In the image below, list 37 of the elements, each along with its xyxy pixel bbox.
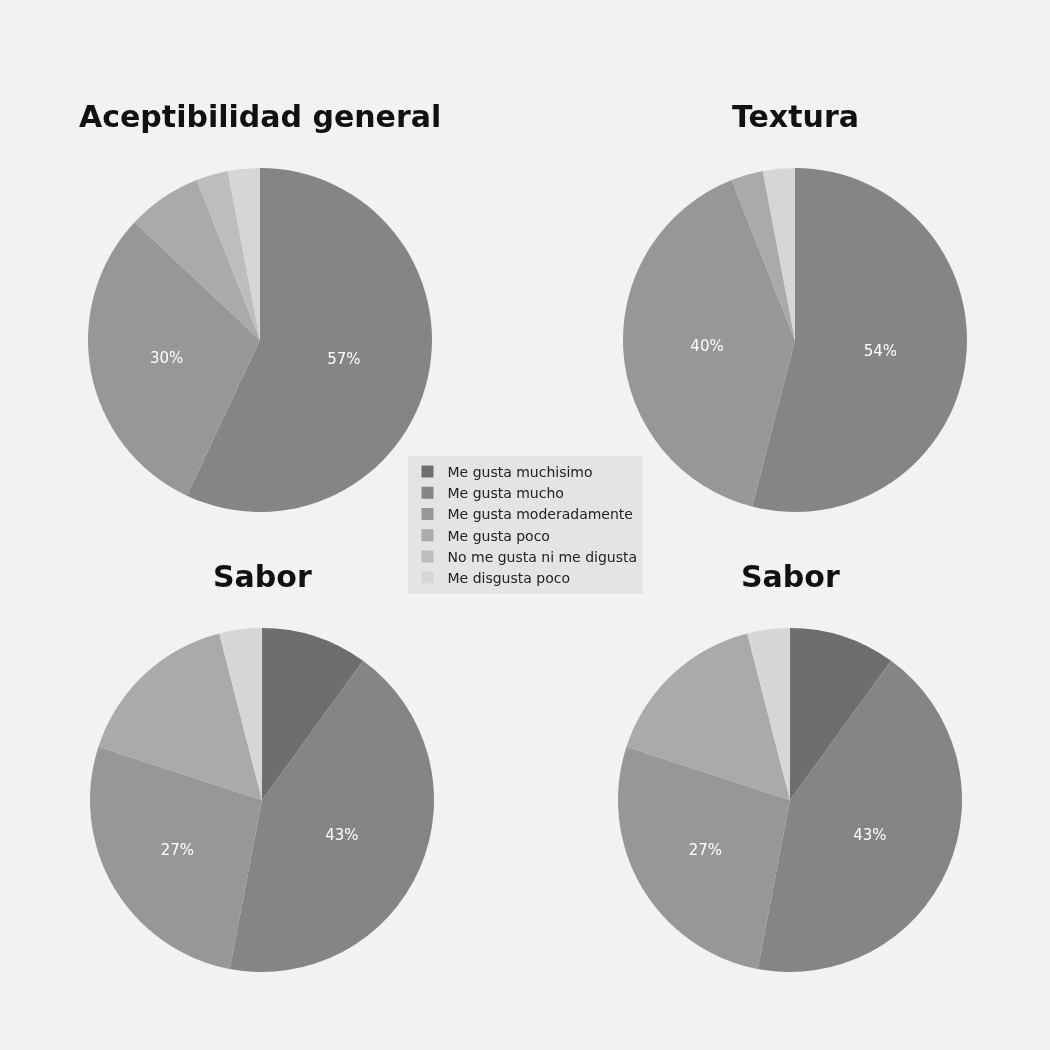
legend-label: No me gusta ni me digusta <box>447 548 638 565</box>
pie-slice <box>98 633 262 800</box>
pie-slice <box>196 171 260 340</box>
pie-slice <box>90 746 262 969</box>
legend-label: Me gusta moderadamente <box>447 506 633 523</box>
data-label: 43% <box>325 825 359 844</box>
data-label: 27% <box>688 841 723 860</box>
pie-slice <box>626 633 790 800</box>
chart-title: Aceptibilidad general <box>79 99 442 134</box>
pie-slice <box>623 180 795 507</box>
pie-slice <box>731 171 795 340</box>
pie-slice <box>747 628 790 800</box>
legend-label: Me disgusta poco <box>447 570 570 587</box>
data-label: 54% <box>863 341 897 360</box>
pie-slice <box>227 168 260 340</box>
data-label: 57% <box>327 349 361 368</box>
data-label: 40% <box>690 336 724 355</box>
pie-slice <box>134 180 260 340</box>
pie-slice <box>186 168 432 512</box>
pie-slice <box>219 628 262 800</box>
pie-slice <box>762 168 795 340</box>
legend-label: Me gusta muchisimo <box>447 464 593 481</box>
pie-slice <box>88 222 260 496</box>
data-label: 27% <box>160 841 195 860</box>
data-label: 43% <box>853 825 887 844</box>
legend-label: Me gusta poco <box>447 527 550 544</box>
pie-slice <box>262 628 364 800</box>
chart-title: Sabor <box>741 559 840 594</box>
pie-slice <box>229 660 434 972</box>
pie-slice <box>752 168 967 512</box>
pie-slice <box>790 628 892 800</box>
data-label: 30% <box>149 348 184 367</box>
chart-title: Sabor <box>213 559 312 594</box>
pie-slice <box>757 660 962 972</box>
pie-slice <box>618 746 790 969</box>
chart-title: Textura <box>732 99 859 134</box>
legend-label: Me gusta mucho <box>447 485 564 502</box>
